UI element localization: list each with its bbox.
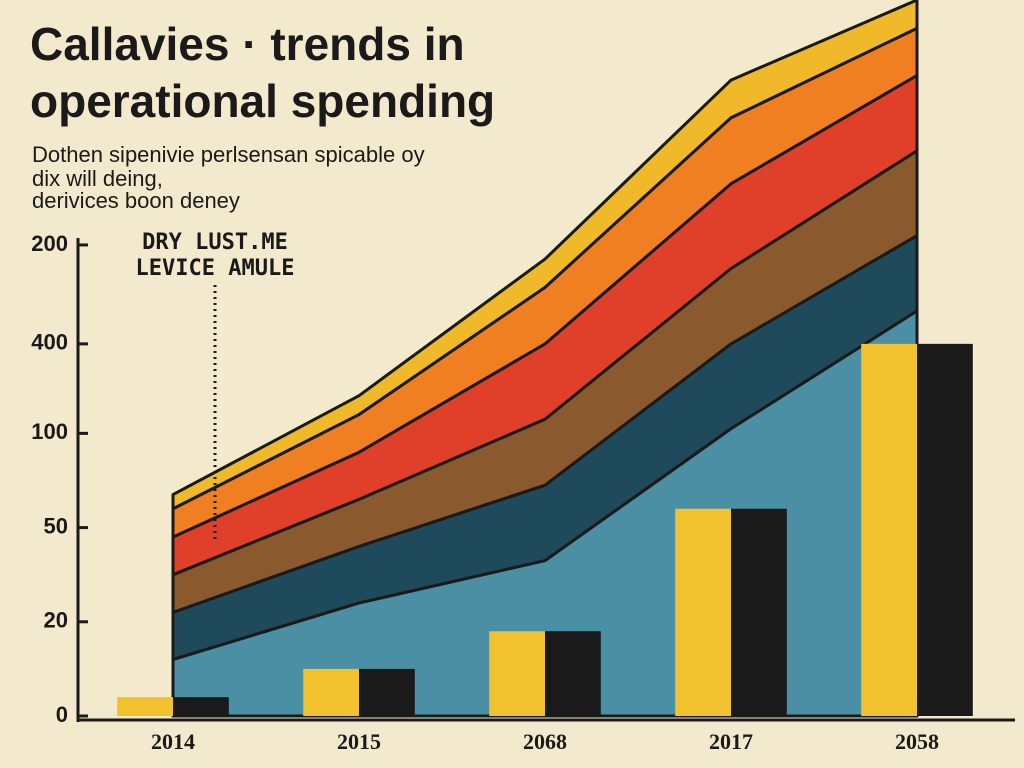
bar <box>675 508 731 716</box>
annotation: DRY LUST.ME <box>142 230 288 255</box>
bar-shadow <box>545 631 601 716</box>
bar <box>489 631 545 716</box>
y-tick-label: 400 <box>31 330 68 355</box>
area <box>171 0 919 511</box>
subtitle: derivices boon deney <box>32 188 240 213</box>
y-tick-label: 0 <box>56 702 68 727</box>
x-tick-label: 2068 <box>523 729 567 754</box>
y-tick-label: 20 <box>44 608 68 633</box>
y-tick-label: 200 <box>31 231 68 256</box>
annotation: LEVICE AMULE <box>136 256 295 281</box>
y-tick-label: 50 <box>44 513 68 538</box>
bar-shadow <box>359 668 415 716</box>
bar-shadow <box>173 697 229 716</box>
x-tick-label: 2014 <box>151 729 195 754</box>
chart-title: Callavies · trends in <box>30 18 465 70</box>
x-tick-label: 2015 <box>337 729 381 754</box>
bar <box>303 668 359 716</box>
bar-label: 1.7108 <box>919 655 941 716</box>
bar-shadow <box>731 508 787 716</box>
bar-label: GGIP <box>733 661 755 711</box>
plot-area <box>117 0 973 718</box>
x-tick-label: 2058 <box>895 729 939 754</box>
y-tick-label: 100 <box>31 419 68 444</box>
subtitle: Dothen sipenivie perlsensan spicable oy <box>32 142 425 167</box>
subtitle: dix will deing, <box>32 166 163 191</box>
bar <box>861 343 917 716</box>
bar <box>117 697 173 716</box>
x-tick-label: 2017 <box>709 729 753 754</box>
chart-title: operational spending <box>30 75 495 127</box>
bar-label: G6 <box>547 673 569 700</box>
bar-shadow <box>917 343 973 716</box>
